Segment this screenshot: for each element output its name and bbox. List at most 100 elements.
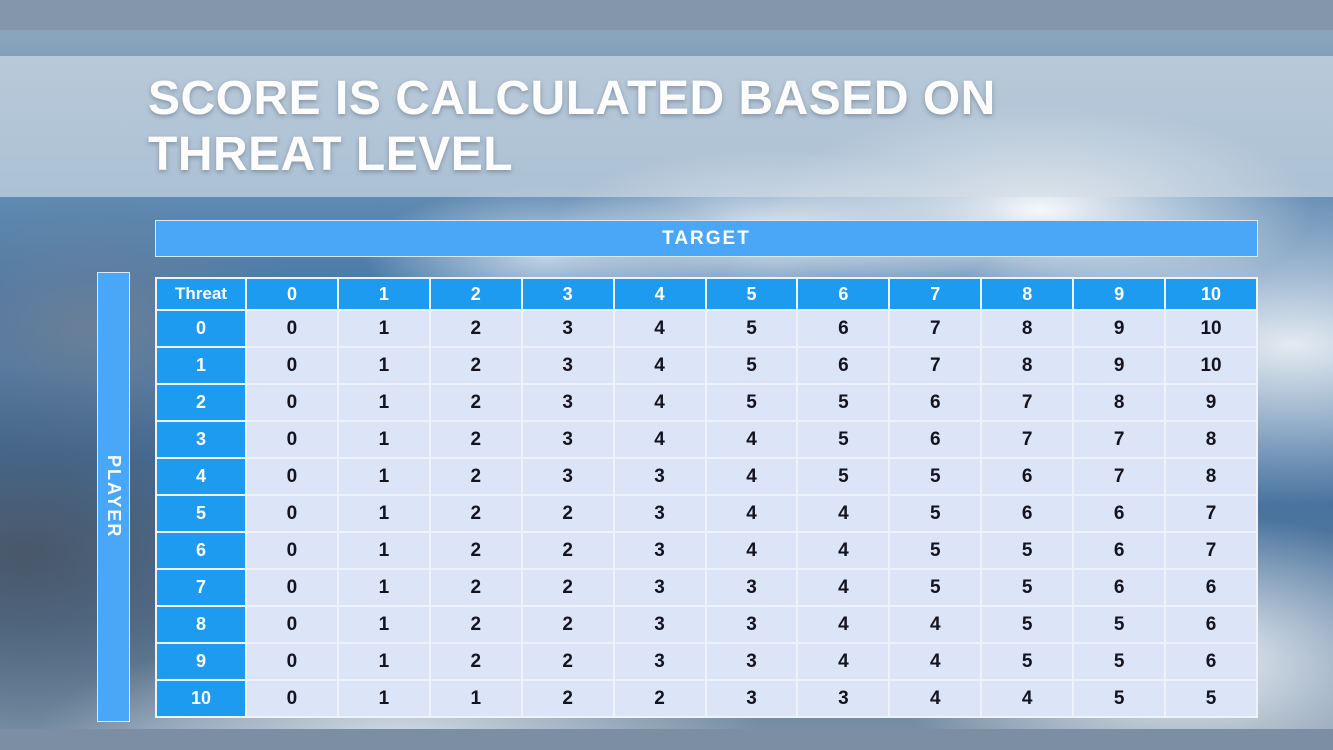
score-cell-0-8: 8	[982, 311, 1073, 346]
score-cell-0-9: 9	[1074, 311, 1165, 346]
score-cell-3-5: 4	[706, 422, 797, 457]
score-cell-5-0: 0	[247, 496, 337, 531]
score-cell-3-3: 3	[522, 422, 613, 457]
player-row-header-10: 10	[157, 681, 245, 716]
score-cell-9-9: 5	[1074, 644, 1165, 679]
player-row-header-5: 5	[157, 496, 245, 531]
score-cell-9-2: 2	[430, 644, 521, 679]
player-row-header-1: 1	[157, 348, 245, 383]
score-cell-3-0: 0	[247, 422, 337, 457]
target-column-header-10: 10	[1166, 279, 1256, 309]
player-row-header-0: 0	[157, 311, 245, 346]
score-cell-6-1: 1	[338, 533, 429, 568]
target-axis-label-text: TARGET	[662, 227, 751, 249]
score-cell-6-6: 4	[798, 533, 889, 568]
score-cell-2-8: 7	[982, 385, 1073, 420]
player-axis-label-text: PLAYER	[104, 455, 124, 539]
score-cell-8-10: 6	[1166, 607, 1256, 642]
target-column-header-8: 8	[982, 279, 1073, 309]
score-cell-10-2: 1	[430, 681, 521, 716]
score-cell-9-7: 4	[890, 644, 981, 679]
score-cell-5-9: 6	[1074, 496, 1165, 531]
score-cell-6-3: 2	[522, 533, 613, 568]
score-cell-0-4: 4	[614, 311, 705, 346]
score-cell-9-5: 3	[706, 644, 797, 679]
score-cell-5-6: 4	[798, 496, 889, 531]
score-cell-1-6: 6	[798, 348, 889, 383]
score-cell-2-10: 9	[1166, 385, 1256, 420]
score-cell-10-9: 5	[1074, 681, 1165, 716]
score-row-0: 0 0 1 2 3 4 5 6 7 8 9 10	[157, 311, 1256, 346]
score-cell-5-4: 3	[614, 496, 705, 531]
player-row-header-2: 2	[157, 385, 245, 420]
threat-corner-header: Threat	[157, 279, 245, 309]
score-cell-10-5: 3	[706, 681, 797, 716]
score-cell-10-0: 0	[247, 681, 337, 716]
score-cell-5-7: 5	[890, 496, 981, 531]
score-cell-6-0: 0	[247, 533, 337, 568]
score-cell-1-9: 9	[1074, 348, 1165, 383]
score-cell-7-1: 1	[338, 570, 429, 605]
score-cell-7-0: 0	[247, 570, 337, 605]
target-column-header-2: 2	[430, 279, 521, 309]
score-cell-1-0: 0	[247, 348, 337, 383]
target-column-header-7: 7	[890, 279, 981, 309]
score-cell-7-9: 6	[1074, 570, 1165, 605]
score-row-1: 1 0 1 2 3 4 5 6 7 8 9 10	[157, 348, 1256, 383]
score-cell-1-5: 5	[706, 348, 797, 383]
score-cell-5-5: 4	[706, 496, 797, 531]
score-cell-9-6: 4	[798, 644, 889, 679]
score-cell-3-10: 8	[1166, 422, 1256, 457]
score-cell-4-2: 2	[430, 459, 521, 494]
score-cell-4-0: 0	[247, 459, 337, 494]
score-cell-8-9: 5	[1074, 607, 1165, 642]
score-cell-1-7: 7	[890, 348, 981, 383]
score-cell-5-3: 2	[522, 496, 613, 531]
score-cell-1-4: 4	[614, 348, 705, 383]
score-cell-2-4: 4	[614, 385, 705, 420]
score-cell-0-1: 1	[338, 311, 429, 346]
score-cell-3-6: 5	[798, 422, 889, 457]
player-axis-label: PLAYER	[97, 272, 130, 722]
player-row-header-4: 4	[157, 459, 245, 494]
score-cell-7-4: 3	[614, 570, 705, 605]
player-row-header-8: 8	[157, 607, 245, 642]
score-cell-1-10: 10	[1166, 348, 1256, 383]
score-cell-3-8: 7	[982, 422, 1073, 457]
target-column-header-5: 5	[706, 279, 797, 309]
score-cell-6-8: 5	[982, 533, 1073, 568]
score-cell-3-2: 2	[430, 422, 521, 457]
score-cell-6-5: 4	[706, 533, 797, 568]
score-cell-7-2: 2	[430, 570, 521, 605]
score-cell-10-6: 3	[798, 681, 889, 716]
score-cell-7-8: 5	[982, 570, 1073, 605]
title-line-2: THREAT LEVEL	[148, 127, 514, 181]
score-cell-4-6: 5	[798, 459, 889, 494]
target-column-header-9: 9	[1074, 279, 1165, 309]
score-cell-9-0: 0	[247, 644, 337, 679]
score-cell-8-0: 0	[247, 607, 337, 642]
score-cell-10-8: 4	[982, 681, 1073, 716]
score-cell-6-2: 2	[430, 533, 521, 568]
score-cell-0-2: 2	[430, 311, 521, 346]
score-cell-4-8: 6	[982, 459, 1073, 494]
score-cell-4-7: 5	[890, 459, 981, 494]
score-cell-1-1: 1	[338, 348, 429, 383]
score-cell-9-1: 1	[338, 644, 429, 679]
title-line-1: SCORE IS CALCULATED BASED ON	[148, 71, 996, 125]
score-cell-8-8: 5	[982, 607, 1073, 642]
table-header-row: Threat 0 1 2 3 4 5 6 7 8 9 10	[157, 279, 1256, 309]
score-cell-7-7: 5	[890, 570, 981, 605]
score-cell-7-3: 2	[522, 570, 613, 605]
target-column-header-1: 1	[338, 279, 429, 309]
score-cell-8-1: 1	[338, 607, 429, 642]
score-cell-1-8: 8	[982, 348, 1073, 383]
player-row-header-7: 7	[157, 570, 245, 605]
